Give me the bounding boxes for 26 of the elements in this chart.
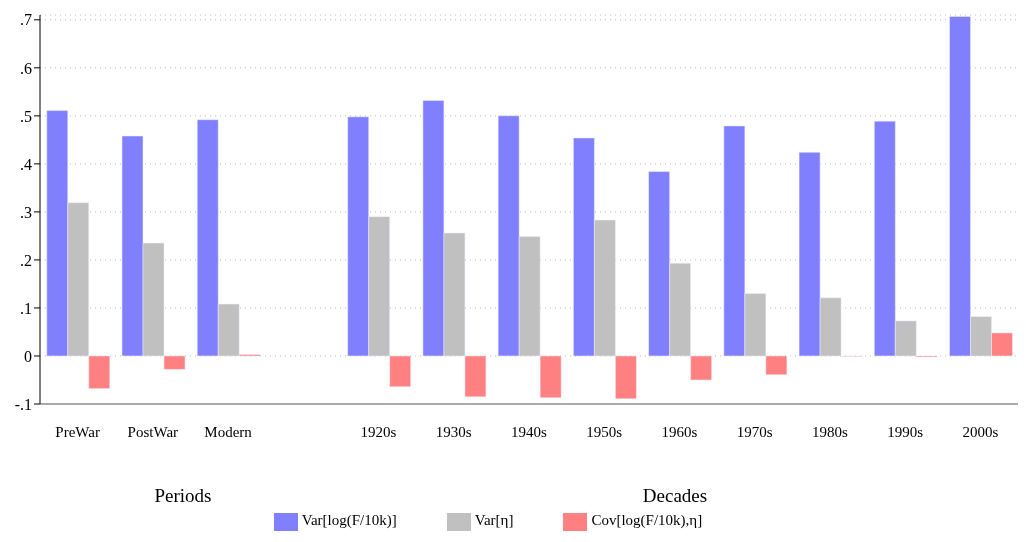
x-tick-label: 2000s [962, 423, 999, 440]
x-tick-label: 1990s [887, 423, 924, 440]
x-tick-label: 1970s [736, 423, 773, 440]
text: Decades [642, 485, 708, 507]
x-tick-label: Modern [204, 423, 253, 440]
y-tick-label: .7 [20, 11, 32, 29]
y-tick-label: .1 [20, 299, 32, 317]
y-tick-label: .6 [20, 59, 32, 77]
x-tick-label: PreWar [55, 423, 100, 440]
x-tick-label: 1920s [360, 423, 397, 440]
y-tick-label: 0 [24, 347, 32, 365]
text: Periods [154, 485, 212, 507]
y-tick-label: .3 [20, 203, 32, 221]
y-tick-label: .4 [20, 155, 32, 173]
y-tick-label: .2 [20, 251, 32, 269]
y-tick-label: .5 [20, 107, 32, 125]
legend-label: Var[η] [474, 512, 514, 529]
x-tick-label: 1940s [511, 423, 548, 440]
y-tick-label: -.1 [14, 395, 32, 413]
x-tick-label: 1930s [435, 423, 472, 440]
x-tick-label: 1950s [586, 423, 623, 440]
x-tick-label: 1960s [661, 423, 698, 440]
legend-label: Cov[log(F/10k),η] [591, 512, 703, 529]
x-tick-label: PostWar [127, 423, 179, 440]
x-tick-label: 1980s [812, 423, 848, 440]
legend-label: Var[log(F/10k)] [301, 512, 397, 529]
